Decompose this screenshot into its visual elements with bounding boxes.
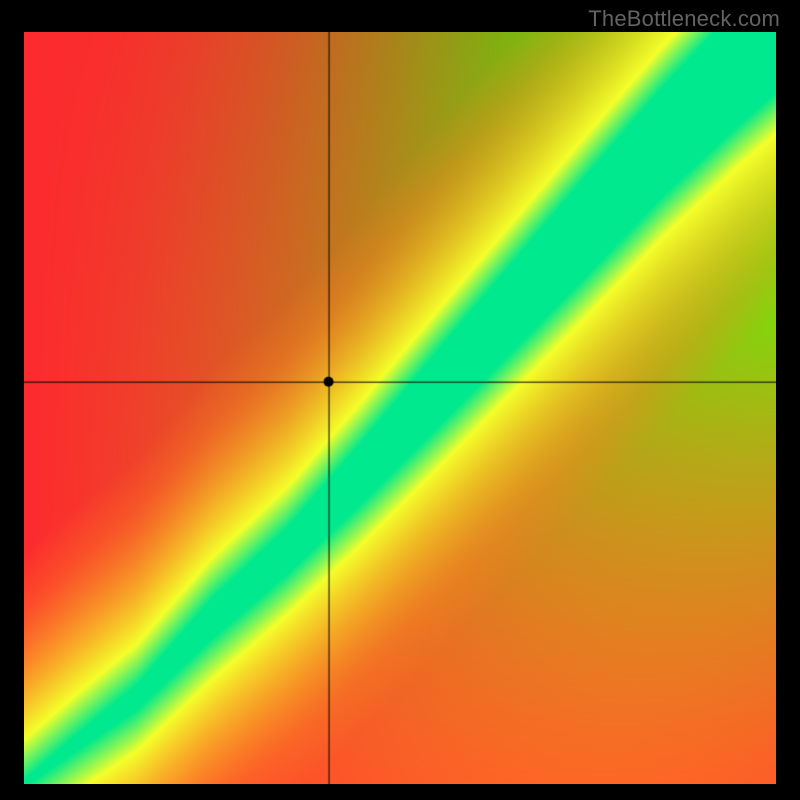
watermark-text: TheBottleneck.com xyxy=(588,6,780,32)
heatmap-canvas xyxy=(24,32,776,784)
heatmap-plot xyxy=(24,32,776,784)
chart-frame: TheBottleneck.com xyxy=(0,0,800,800)
